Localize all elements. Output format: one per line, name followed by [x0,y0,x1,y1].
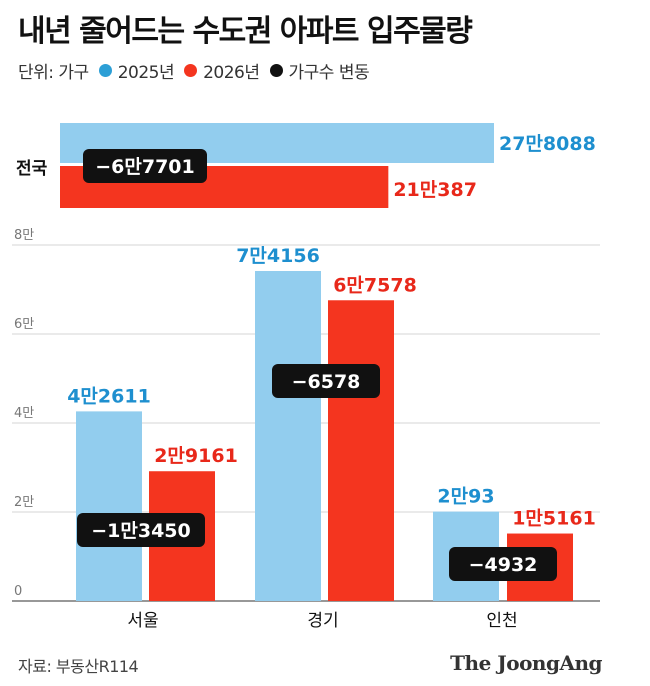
category-label-gyeonggi: 경기 [307,611,338,631]
change-badge-seoul-bg [77,513,205,547]
change-badge-incheon-bg [449,547,557,581]
value-label-gyeonggi-2026: 6만7578 [333,274,417,296]
value-label-national-2025: 27만8088 [499,133,596,155]
legend-label-2026: 2026년 [203,63,260,83]
legend-label-2025: 2025년 [117,63,175,83]
legend-dot-change [269,64,283,77]
value-label-incheon-2025: 2만93 [437,486,494,508]
value-label-seoul-2026: 2만9161 [154,445,238,467]
change-badge-seoul-text: −1만3450 [91,520,191,542]
y-tick-label-4: 8만 [14,228,34,243]
y-tick-label-2: 4만 [14,406,34,421]
value-label-gyeonggi-2025: 7만4156 [236,245,320,267]
value-label-seoul-2025: 4만2611 [67,385,151,407]
change-badge-gyeonggi-text: −6578 [292,371,361,393]
legend-label-change: 가구수 변동 [288,63,370,83]
legend-dot-2026 [184,64,198,77]
bar-gyeonggi-2025 [255,271,321,601]
y-tick-label-3: 6만 [14,317,34,332]
legend: 단위: 가구 2025년 2026년 가구수 변동 [18,58,370,83]
legend-dot-2025 [98,64,112,77]
y-tick-label-0: 0 [14,584,22,599]
change-badge-gyeonggi-bg [272,364,380,398]
legend-item-change: 가구수 변동 [269,58,370,83]
brand-logo-text: The JoongAng [450,651,602,675]
change-badge-national-bg [83,149,207,183]
unit-label: 단위: 가구 [18,63,89,83]
category-label-seoul: 서울 [127,611,158,631]
source-note: 자료: 부동산R114 [18,657,139,676]
change-badge-incheon-text: −4932 [469,554,538,576]
legend-item-2026: 2026년 [184,58,260,83]
change-badge-national-text: −6만7701 [95,156,195,178]
legend-item-2025: 2025년 [98,58,175,83]
category-label-national: 전국 [16,159,48,179]
bar-seoul-2025 [76,411,142,601]
value-label-national-2026: 21만387 [393,179,477,201]
bar-gyeonggi-2026 [328,300,394,601]
category-label-incheon: 인천 [486,611,517,631]
page-title: 내년 줄어드는 수도권 아파트 입주물량 [18,14,473,49]
y-tick-label-1: 2만 [14,495,34,510]
value-label-incheon-2026: 1만5161 [512,508,596,530]
